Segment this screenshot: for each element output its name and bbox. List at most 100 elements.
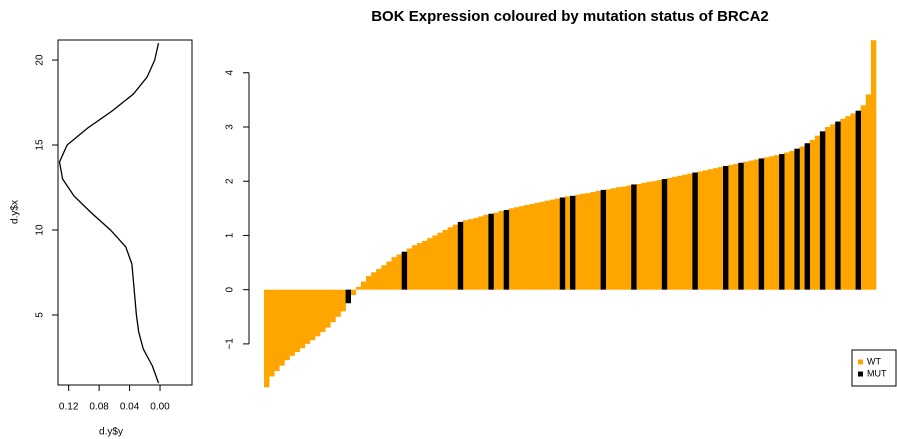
legend-label: MUT xyxy=(867,368,887,378)
bar xyxy=(600,189,606,290)
bar xyxy=(763,157,770,290)
bar xyxy=(809,139,816,290)
bar xyxy=(498,211,504,290)
bar xyxy=(309,289,316,341)
bar xyxy=(447,227,453,290)
bar xyxy=(284,289,290,361)
bar xyxy=(401,251,408,290)
bar xyxy=(621,186,627,290)
bar xyxy=(564,196,571,290)
bar xyxy=(376,269,382,290)
bar xyxy=(513,207,520,290)
bar xyxy=(386,261,392,290)
bar xyxy=(819,131,826,290)
bar xyxy=(360,281,367,290)
bar xyxy=(493,212,499,290)
bar xyxy=(366,276,372,290)
bar xyxy=(860,105,867,290)
y-tick-label: 10 xyxy=(35,224,46,236)
bar xyxy=(299,289,306,349)
bar xyxy=(457,221,464,290)
bar xyxy=(768,156,775,290)
bar xyxy=(835,121,841,290)
y-tick-label: 3 xyxy=(225,124,236,130)
bar xyxy=(651,181,657,290)
bar xyxy=(595,190,601,290)
legend-swatch xyxy=(858,359,863,365)
bar xyxy=(452,224,459,290)
bar xyxy=(814,135,821,290)
bar xyxy=(728,164,734,290)
x-axis-label: d.y$y xyxy=(99,427,123,438)
bar xyxy=(855,110,861,290)
bar xyxy=(570,195,576,290)
bar xyxy=(789,150,795,290)
bar xyxy=(687,173,693,290)
bar xyxy=(641,182,647,290)
y-tick-label: 1 xyxy=(225,232,236,238)
bar xyxy=(330,289,336,323)
bar xyxy=(269,289,275,377)
bar xyxy=(631,184,637,290)
bar xyxy=(411,245,418,290)
legend-label: WT xyxy=(867,356,881,366)
bar xyxy=(774,155,780,290)
bar xyxy=(279,289,285,366)
bar xyxy=(636,183,642,290)
bar xyxy=(626,185,632,290)
bar xyxy=(350,289,357,296)
bar xyxy=(794,148,800,290)
bar xyxy=(753,159,759,290)
bar xyxy=(345,289,351,304)
bar xyxy=(462,220,469,290)
bar xyxy=(539,201,545,290)
bar xyxy=(294,289,300,353)
bar xyxy=(850,113,856,290)
x-tick-label: 0.00 xyxy=(150,402,170,413)
bar xyxy=(544,200,550,290)
bar xyxy=(325,289,331,328)
bar xyxy=(733,163,739,290)
x-tick-label: 0.04 xyxy=(120,402,140,413)
bar xyxy=(840,118,846,290)
bar xyxy=(743,161,749,290)
bar xyxy=(406,248,413,290)
bar xyxy=(396,254,402,290)
bar xyxy=(355,286,362,290)
bar xyxy=(677,175,683,290)
legend-box xyxy=(851,349,897,387)
bar xyxy=(575,194,581,290)
bar xyxy=(779,154,785,290)
x-tick-label: 0.08 xyxy=(89,402,109,413)
bar xyxy=(661,179,668,290)
bar xyxy=(417,243,423,290)
bar xyxy=(442,230,448,290)
bar xyxy=(672,176,678,290)
bar xyxy=(590,192,596,290)
bar xyxy=(784,152,790,290)
bar xyxy=(483,214,489,290)
bar xyxy=(529,203,535,290)
bar xyxy=(865,94,872,290)
bar xyxy=(335,289,341,317)
y-tick-label: 20 xyxy=(35,54,46,66)
bar xyxy=(304,289,311,344)
y-tick-label: 2 xyxy=(225,178,236,184)
bar xyxy=(682,174,688,290)
bar xyxy=(799,146,805,290)
bar xyxy=(717,167,724,290)
y-tick-label: 5 xyxy=(35,312,46,318)
bar xyxy=(758,158,765,290)
chart-title: BOK Expression coloured by mutation stat… xyxy=(371,8,769,25)
legend-swatch xyxy=(858,371,863,377)
bar xyxy=(830,124,836,290)
density-line xyxy=(58,42,160,384)
bar xyxy=(656,180,663,290)
bar xyxy=(519,206,525,290)
bar xyxy=(468,219,474,290)
bar xyxy=(666,177,673,290)
bar xyxy=(738,162,744,290)
bar xyxy=(473,218,479,290)
bar xyxy=(825,126,831,290)
